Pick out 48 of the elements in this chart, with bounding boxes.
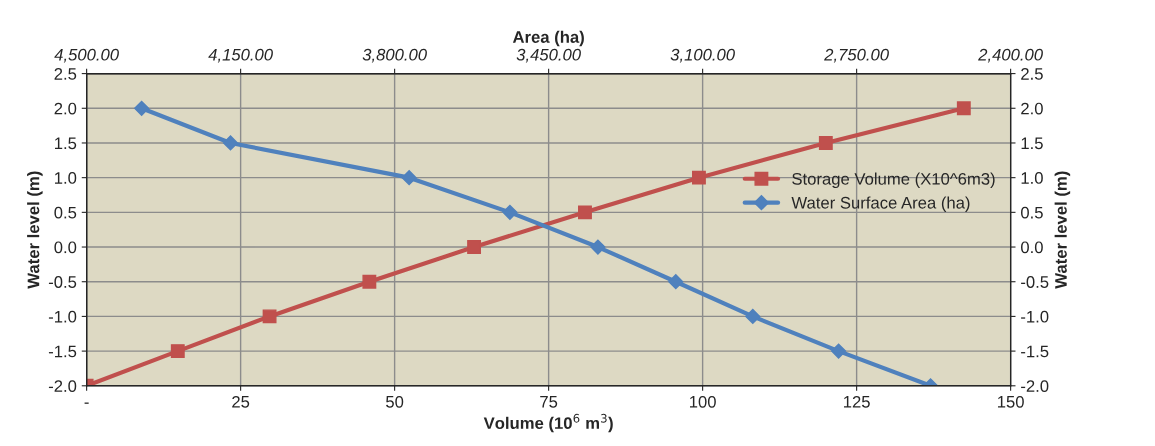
- point: [578, 205, 592, 220]
- x2-tick-label: 3,800.00: [362, 48, 427, 63]
- y-axis-title: Water level (m): [27, 171, 43, 289]
- x-tick-label: 25: [232, 395, 250, 408]
- y2-tick-label: -1.0: [1021, 310, 1049, 323]
- legend-label: Water Surface Area (ha): [791, 196, 970, 212]
- y-tick-label: -1.0: [48, 310, 77, 323]
- y-tick-label: 2.0: [54, 102, 77, 115]
- y2-axis-title: Water level (m): [1054, 171, 1071, 289]
- x-tick-label: 50: [386, 395, 404, 408]
- y-tick-label: 1.5: [55, 137, 77, 150]
- y-tick-label: -2.0: [48, 380, 77, 392]
- x2-tick-label: 3,100.00: [670, 48, 735, 63]
- y2-tick-label: 0.0: [1021, 241, 1043, 254]
- y-tick-label: 0.5: [54, 206, 77, 219]
- y-tick-label: -0.5: [48, 276, 77, 288]
- y2-tick-label: -2.0: [1021, 380, 1049, 392]
- point: [362, 274, 377, 289]
- y2-tick-label: 1.0: [1021, 172, 1043, 184]
- x-tick-label: -: [84, 402, 89, 404]
- y-tick-label: 1.0: [55, 172, 77, 184]
- y2-tick-label: 0.5: [1021, 206, 1043, 219]
- point: [818, 136, 833, 150]
- x2-tick-label: 3,450.00: [516, 48, 581, 63]
- x-tick-label: 75: [540, 396, 558, 408]
- point: [170, 344, 185, 359]
- y2-tick-label: 1.5: [1021, 137, 1043, 150]
- y-tick-label: 0.0: [54, 241, 77, 254]
- x2-axis-title: Area (ha): [512, 30, 584, 47]
- point: [262, 309, 277, 324]
- x2-tick-label: 2,400.00: [978, 48, 1043, 63]
- y-tick-label: 2.5: [54, 67, 77, 80]
- x-axis-title: Volume (10$^{6}$ m$^{3}$): [483, 413, 613, 433]
- legend-label: Storage Volume (X10^6m3): [792, 172, 995, 189]
- x-tick-label: 100: [689, 395, 716, 408]
- x-tick-label: 125: [843, 395, 870, 408]
- point: [956, 101, 971, 116]
- y2-tick-label: -1.5: [1021, 345, 1049, 358]
- x2-tick-label: 4,150.00: [208, 48, 273, 63]
- x-tick-label: 150: [997, 395, 1024, 408]
- point: [691, 170, 706, 185]
- y2-tick-label: -0.5: [1021, 276, 1049, 288]
- y2-tick-label: 2.5: [1021, 67, 1043, 80]
- x2-tick-label: 2,750.00: [824, 48, 889, 63]
- y-tick-label: -1.5: [48, 345, 77, 358]
- y2-tick-label: 2.0: [1021, 102, 1043, 115]
- x2-tick-label: 4,500.00: [54, 48, 119, 63]
- point: [467, 240, 482, 254]
